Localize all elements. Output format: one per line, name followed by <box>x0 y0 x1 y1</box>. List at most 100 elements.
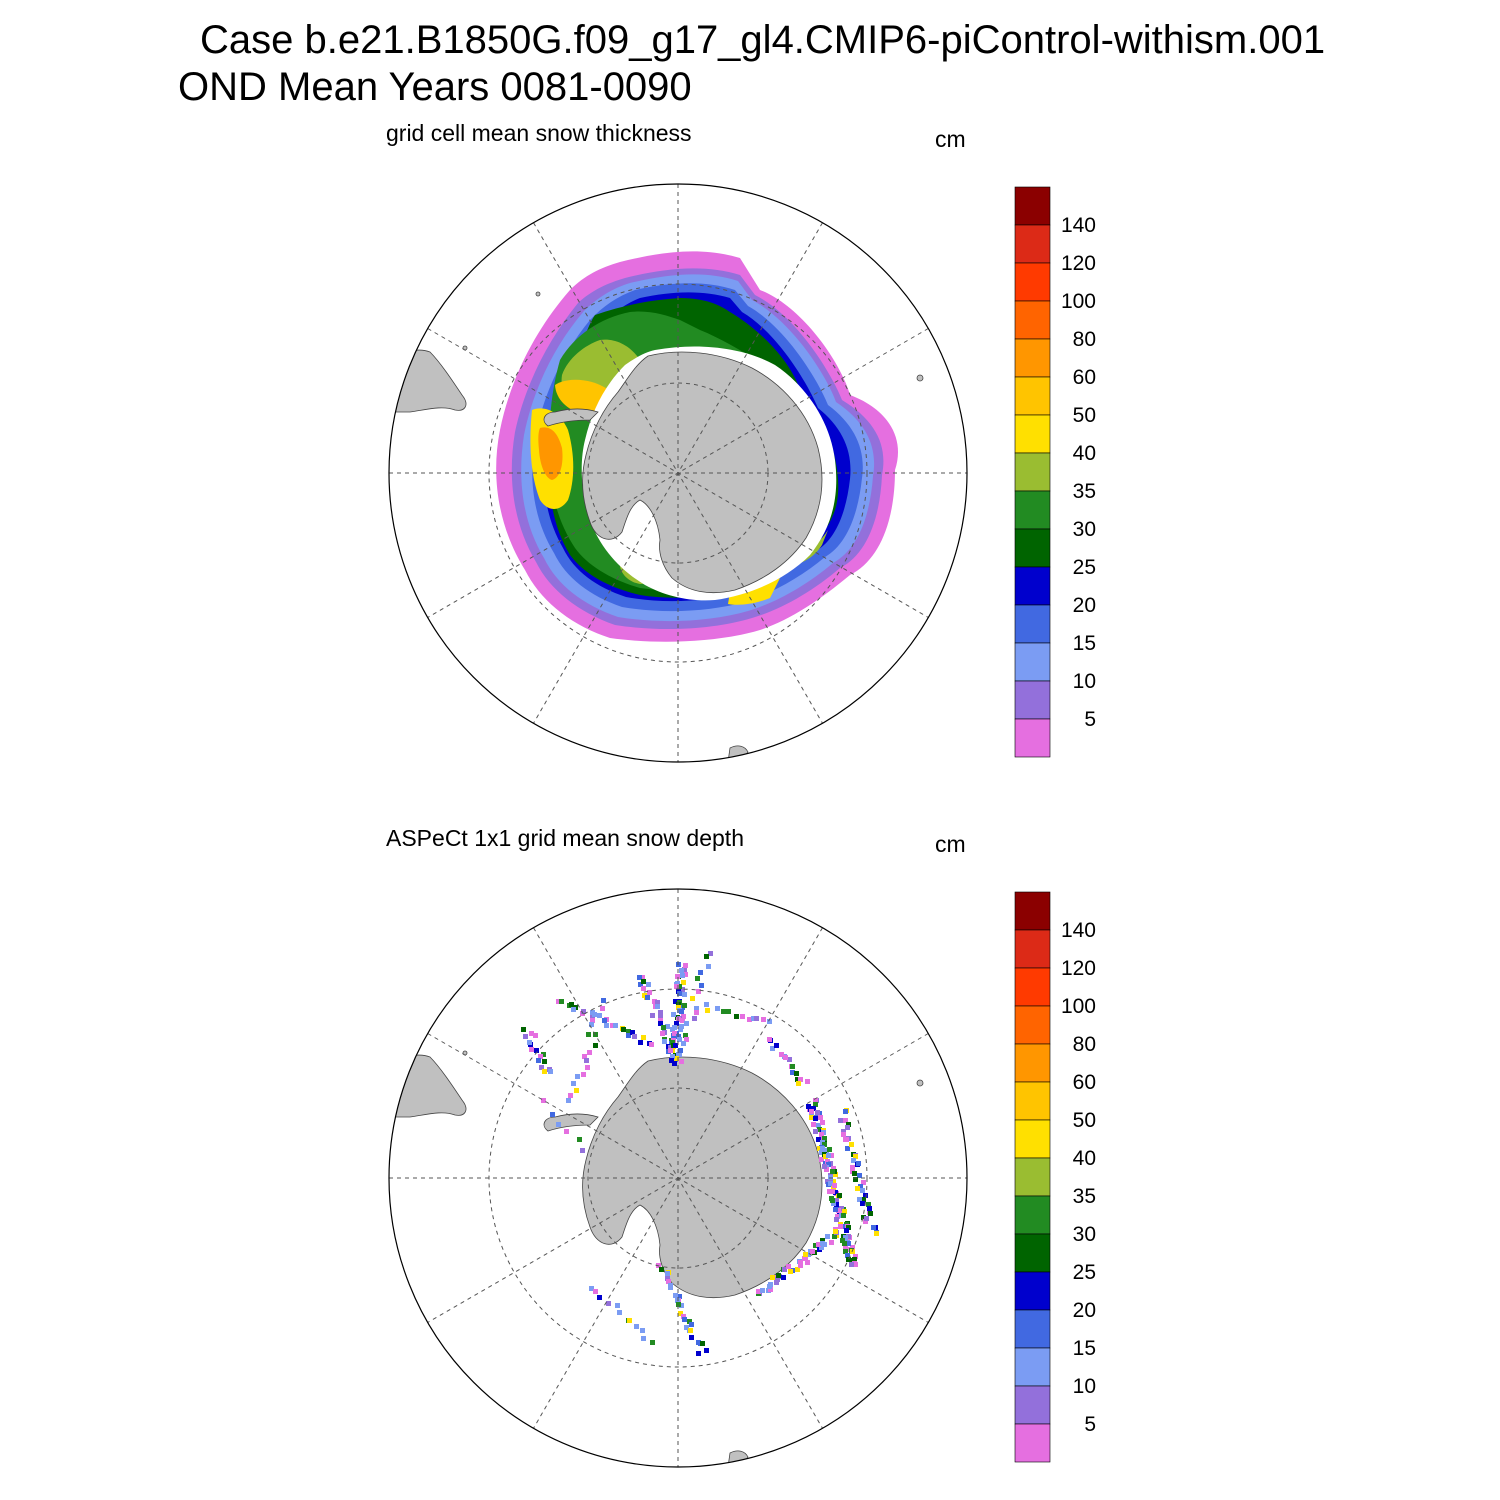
obs-cell <box>539 1065 544 1070</box>
obs-cell <box>833 1190 838 1195</box>
obs-cell <box>584 1058 589 1063</box>
colorbar-label: 120 <box>1061 957 1096 980</box>
obs-cell <box>827 1189 832 1194</box>
obs-cell <box>830 1189 835 1194</box>
obs-cell <box>841 1129 846 1134</box>
obs-cell <box>798 1077 803 1082</box>
obs-cell <box>695 976 700 981</box>
aspect-snow-depth-map <box>388 888 968 1468</box>
obs-cell <box>798 1263 803 1268</box>
obs-cell <box>655 1000 660 1005</box>
obs-cell <box>638 1040 643 1045</box>
obs-cell <box>690 996 695 1001</box>
obs-cell <box>867 1206 872 1211</box>
obs-cell <box>813 1116 818 1121</box>
obs-cell <box>851 1158 856 1163</box>
obs-cell <box>704 954 709 959</box>
obs-cell <box>726 1009 731 1014</box>
obs-cell <box>679 1024 684 1029</box>
obs-cell <box>845 1125 850 1130</box>
colorbar-swatch <box>1014 891 1051 931</box>
colorbar-swatch <box>1014 1195 1051 1235</box>
obs-cell <box>844 1137 849 1142</box>
obs-cell <box>698 970 703 975</box>
colorbar-label: 5 <box>1084 1413 1096 1436</box>
obs-cell <box>682 1003 687 1008</box>
obs-cell <box>822 1136 827 1141</box>
obs-cell <box>774 1280 779 1285</box>
obs-cell <box>658 1013 663 1018</box>
colorbar-swatch <box>1014 490 1051 530</box>
obs-cell <box>679 1009 684 1014</box>
obs-cell <box>669 1058 674 1063</box>
obs-cell <box>860 1201 865 1206</box>
obs-cell <box>819 1132 824 1137</box>
obs-cell <box>684 1325 689 1330</box>
obs-cell <box>680 973 685 978</box>
obs-cell <box>775 1277 780 1282</box>
obs-cell <box>613 1023 618 1028</box>
colorbar-label: 40 <box>1073 1147 1096 1170</box>
obs-cell <box>822 1142 827 1147</box>
obs-cell <box>832 1183 837 1188</box>
obs-cell <box>538 1054 543 1059</box>
obs-cell <box>659 1267 664 1272</box>
obs-cell <box>687 1319 692 1324</box>
obs-cell <box>683 972 688 977</box>
obs-cell <box>694 1006 699 1011</box>
colorbar-label: 100 <box>1061 995 1096 1018</box>
obs-cell <box>673 1293 678 1298</box>
obs-cell <box>665 1271 670 1276</box>
obs-cell <box>673 1043 678 1048</box>
obs-cell <box>786 1264 791 1269</box>
obs-cell <box>604 1023 609 1028</box>
obs-cell <box>829 1240 834 1245</box>
obs-cell <box>647 990 652 995</box>
obs-cell <box>527 1040 532 1045</box>
colorbar-swatch <box>1014 642 1051 682</box>
model-snow-thickness-map <box>388 183 968 763</box>
obs-cell <box>593 1289 598 1294</box>
obs-cell <box>829 1153 834 1158</box>
obs-cell <box>851 1258 856 1263</box>
obs-cell <box>574 1088 579 1093</box>
colorbar-label: 5 <box>1084 708 1096 731</box>
obs-cell <box>638 982 643 987</box>
obs-cell <box>529 1031 534 1036</box>
colorbar-label: 35 <box>1073 480 1096 503</box>
colorbar-label: 25 <box>1073 556 1096 579</box>
obs-cell <box>682 1317 687 1322</box>
colorbar-swatch <box>1014 1005 1051 1045</box>
obs-cell <box>683 1033 688 1038</box>
obs-cell <box>861 1180 866 1185</box>
obs-cell <box>650 1340 655 1345</box>
obs-cell <box>568 1093 573 1098</box>
colorbar-label: 25 <box>1073 1261 1096 1284</box>
obs-cell <box>670 1027 675 1032</box>
obs-cell <box>589 1022 594 1027</box>
obs-cell <box>819 1157 824 1162</box>
obs-cell <box>806 1104 811 1109</box>
obs-cell <box>658 1018 663 1023</box>
obs-cell <box>677 1294 682 1299</box>
obs-cell <box>855 1186 860 1191</box>
obs-cell <box>776 1273 781 1278</box>
obs-cell <box>641 1035 646 1040</box>
obs-cell <box>843 1249 848 1254</box>
obs-cell <box>682 967 687 972</box>
obs-cell <box>751 1016 756 1021</box>
obs-cell <box>756 1289 761 1294</box>
obs-cell <box>586 1032 591 1037</box>
obs-cell <box>843 1118 848 1123</box>
colorbar-swatch <box>1014 1423 1051 1463</box>
obs-cell <box>617 1310 622 1315</box>
obs-cell <box>627 1318 632 1323</box>
colorbar-swatch <box>1014 566 1051 606</box>
colorbar-label: 15 <box>1073 1337 1096 1360</box>
obs-cell <box>676 1005 681 1010</box>
obs-cell <box>662 1039 667 1044</box>
obs-cell <box>832 1234 837 1239</box>
obs-cell <box>641 986 646 991</box>
obs-cell <box>637 975 642 980</box>
